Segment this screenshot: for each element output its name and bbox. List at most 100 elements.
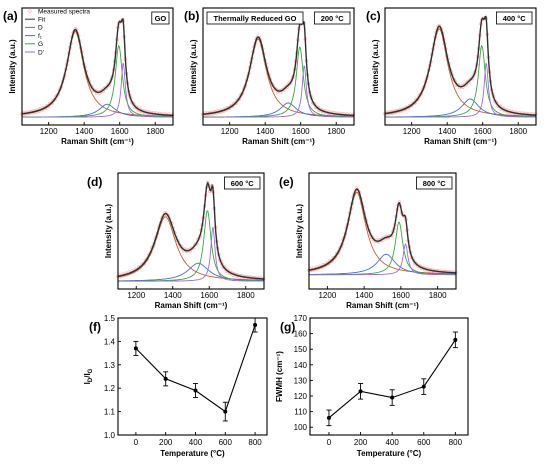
- legend-label: D': [38, 49, 44, 56]
- axes-frame: [384, 7, 537, 126]
- y-tick-label: 1.4: [104, 337, 116, 346]
- y-axis-label: Intensity (a.u.): [295, 204, 304, 259]
- y-tick-label: 1.2: [104, 384, 116, 393]
- x-tick-label: 1400: [438, 127, 456, 136]
- panel-label: (g): [280, 320, 295, 334]
- x-tick-label: 1400: [75, 127, 93, 136]
- y-tick-label: 1.0: [104, 431, 116, 440]
- x-axis-label: Raman Shift (cm⁻¹): [61, 137, 134, 146]
- annotation-box: [415, 176, 453, 190]
- x-tick-label: 1600: [474, 127, 492, 136]
- x-tick-label: 1200: [40, 127, 58, 136]
- G-peak-curve: [203, 46, 354, 118]
- legend-label: Measured spectra: [38, 8, 90, 15]
- y-tick-label: 1.3: [104, 361, 116, 370]
- x-tick-label: 1800: [509, 127, 527, 136]
- panel-c: 1200 1400 1600 1800 Raman Shift (cm⁻¹) Intens…: [366, 7, 538, 146]
- annotation-box: [223, 176, 261, 190]
- measured-spectra: [201, 21, 356, 118]
- y-tick-label: 170: [294, 314, 308, 323]
- x-tick-label: 1400: [164, 291, 182, 300]
- legend-label: G: [38, 41, 43, 48]
- x-tick-label: 200: [354, 438, 368, 447]
- annotation-box: [151, 11, 170, 25]
- data-point: [253, 323, 258, 328]
- panel-b: 1200 1400 1600 1800 Raman Shift (cm⁻¹) Intens…: [184, 7, 356, 146]
- D-peak-curve: [384, 28, 536, 117]
- fit-curve: [202, 21, 354, 117]
- x-tick-label: 800: [248, 438, 262, 447]
- x-tick-label: 1200: [127, 291, 145, 300]
- x-tick-label: 400: [385, 438, 399, 447]
- Dprime-peak-curve: [309, 243, 456, 276]
- x-tick-label: 1600: [392, 291, 410, 300]
- data-point: [163, 376, 168, 381]
- x-axis-label: Raman Shift (cm⁻¹): [346, 301, 419, 310]
- x-axis-label: Raman Shift (cm⁻¹): [155, 301, 228, 310]
- x-tick-label: 1400: [355, 291, 373, 300]
- x-tick-label: 400: [189, 438, 203, 447]
- Dprime-peak-curve: [385, 63, 536, 118]
- panel-e: 1200 1400 1600 1800 Raman Shift (cm⁻¹) Intens…: [279, 172, 458, 310]
- y-axis-label: Intensity (a.u.): [371, 39, 380, 94]
- data-point: [453, 337, 458, 342]
- panel-label: (e): [279, 175, 294, 189]
- panel-label: (b): [184, 9, 199, 23]
- y-tick-label: 130: [294, 376, 308, 385]
- axes-frame: [309, 317, 469, 436]
- x-tick-label: 600: [219, 438, 233, 447]
- y-tick-label: 1.5: [104, 314, 116, 323]
- y-axis-label: Intensity (a.u.): [8, 39, 17, 94]
- x-tick-label: 800: [449, 438, 463, 447]
- x-axis-label: Temperature (°C): [357, 449, 422, 458]
- x-tick-label: 1800: [327, 127, 345, 136]
- x-axis-label: Raman Shift (cm⁻¹): [242, 137, 315, 146]
- y-axis-label: Intensity (a.u.): [104, 204, 113, 259]
- data-point: [326, 415, 331, 420]
- D-peak-curve: [21, 30, 173, 117]
- y-tick-label: 120: [294, 392, 308, 401]
- x-tick-label: 600: [417, 438, 431, 447]
- fit-curve: [384, 15, 536, 116]
- x-tick-label: 1600: [200, 291, 218, 300]
- x-tick-label: 1400: [256, 127, 274, 136]
- x-tick-label: 0: [327, 438, 332, 447]
- panel-a: 1200 1400 1600 1800 Raman Shift (cm⁻¹) Intens…: [3, 7, 175, 146]
- annotation-box: [313, 11, 351, 25]
- x-tick-label: 200: [159, 438, 173, 447]
- x-axis-label: Raman Shift (cm⁻¹): [424, 137, 497, 146]
- x-tick-label: 1600: [292, 127, 310, 136]
- legend-label: D: [38, 25, 43, 32]
- y-tick-label: 140: [294, 361, 308, 370]
- axes-frame: [202, 7, 355, 126]
- annotation-text: 800 °C: [423, 179, 447, 188]
- annotation-box: [495, 11, 533, 25]
- x-tick-label: 1200: [403, 127, 421, 136]
- data-point: [223, 409, 228, 414]
- fit-curve: [308, 188, 457, 274]
- measured-spectra: [383, 15, 538, 118]
- panel-label: (f): [89, 320, 101, 334]
- Dprime-peak-curve: [118, 227, 264, 282]
- data-point: [358, 389, 363, 394]
- y-axis-label: ID/IG: [83, 368, 94, 384]
- x-tick-label: 1800: [429, 291, 447, 300]
- y-axis-label: FWMH (cm⁻¹): [275, 351, 284, 402]
- axes-frame: [117, 172, 265, 290]
- annotation-text: 600 °C: [231, 179, 255, 188]
- data-point: [133, 346, 138, 351]
- y-axis-label: Intensity (a.u.): [189, 39, 198, 94]
- panel-label: (c): [366, 9, 381, 23]
- x-axis-label: Temperature (°C): [160, 449, 225, 458]
- x-tick-label: 1200: [221, 127, 239, 136]
- panel-g: 0 200 400 600 800 100 110 120 130 140 150 160 170 Tem…: [275, 314, 469, 458]
- data-point: [390, 395, 395, 400]
- y-tick-label: 160: [294, 330, 308, 339]
- y-tick-label: 1.1: [104, 408, 116, 417]
- D-peak-curve: [308, 191, 456, 275]
- data-point: [193, 388, 198, 393]
- measured-spectra: [20, 18, 175, 118]
- legend-marker-measured: [28, 9, 32, 13]
